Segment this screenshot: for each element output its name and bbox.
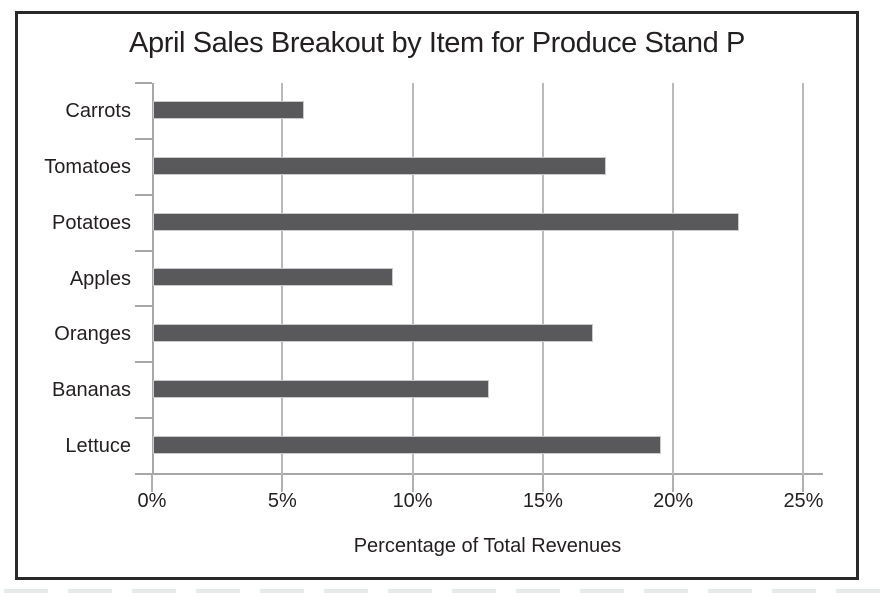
- page-dashed-rule: [4, 589, 880, 593]
- x-tick-label-20pct: 20%: [653, 490, 694, 512]
- x-tick-label-10pct: 10%: [392, 490, 433, 512]
- y-boundary-tick-6: [135, 417, 152, 419]
- x-tick-25pct: [802, 474, 805, 492]
- x-tick-label-15pct: 15%: [522, 490, 563, 512]
- chart-title: April Sales Breakout by Item for Produce…: [129, 27, 745, 59]
- x-tick-0pct: [151, 474, 153, 492]
- gridline-10pct: [411, 83, 414, 474]
- category-label-apples: Apples: [69, 268, 131, 290]
- y-boundary-tick-0: [135, 82, 152, 84]
- y-boundary-tick-7: [135, 473, 152, 475]
- category-label-tomatoes: Tomatoes: [44, 156, 131, 178]
- category-label-potatoes: Potatoes: [52, 212, 131, 234]
- y-boundary-tick-3: [135, 250, 152, 252]
- x-axis-line: [135, 473, 823, 475]
- y-boundary-tick-5: [135, 361, 152, 363]
- x-tick-5pct: [281, 474, 284, 492]
- gridline-25pct: [802, 83, 805, 474]
- gridline-20pct: [672, 83, 675, 474]
- bar-oranges: [153, 324, 593, 342]
- x-tick-20pct: [672, 474, 675, 492]
- bar-lettuce: [153, 436, 661, 454]
- x-axis-title: Percentage of Total Revenues: [353, 535, 622, 557]
- x-tick-10pct: [411, 474, 414, 492]
- gridline-15pct: [541, 83, 544, 474]
- y-boundary-tick-4: [135, 305, 152, 307]
- bar-potatoes: [153, 213, 739, 231]
- bar-apples: [153, 268, 393, 286]
- y-boundary-tick-1: [135, 138, 152, 140]
- category-label-lettuce: Lettuce: [65, 435, 131, 457]
- category-label-bananas: Bananas: [52, 379, 131, 401]
- plot-area: [135, 82, 823, 492]
- x-tick-label-25pct: 25%: [783, 490, 824, 512]
- x-tick-label-0pct: 0%: [137, 490, 167, 512]
- bar-carrots: [153, 101, 304, 119]
- y-boundary-tick-2: [135, 194, 152, 196]
- bar-bananas: [153, 380, 489, 398]
- x-tick-label-5pct: 5%: [267, 490, 297, 512]
- x-tick-15pct: [541, 474, 544, 492]
- category-label-carrots: Carrots: [65, 100, 131, 122]
- bar-tomatoes: [153, 157, 606, 175]
- category-label-oranges: Oranges: [54, 323, 131, 345]
